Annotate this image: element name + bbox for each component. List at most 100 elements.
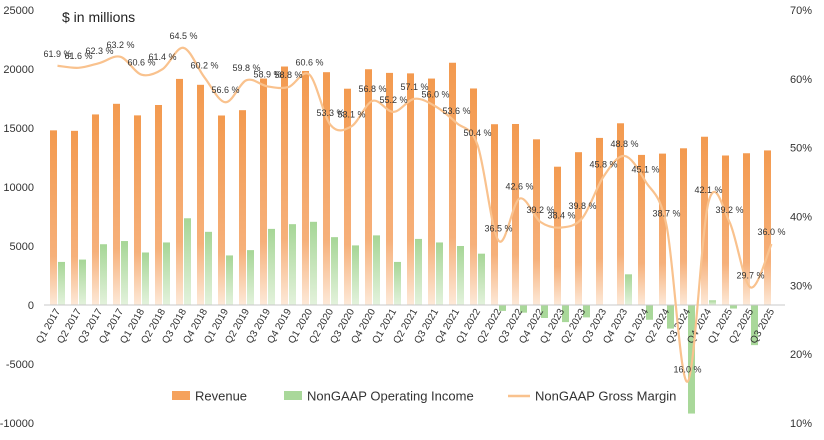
revenue-bar xyxy=(50,130,57,305)
operating-income-bar xyxy=(373,235,380,305)
operating-income-bar xyxy=(499,305,506,311)
revenue-bar xyxy=(92,114,99,306)
y-right-tick-label: 50% xyxy=(790,143,812,155)
gross-margin-data-label: 56.6 % xyxy=(211,85,239,95)
revenue-bar xyxy=(386,72,393,305)
gross-margin-data-label: 58.8 % xyxy=(274,70,302,80)
y-left-tick-label: 15000 xyxy=(3,123,34,135)
legend-revenue-label: Revenue xyxy=(195,389,247,404)
gross-margin-data-label: 60.2 % xyxy=(190,60,218,70)
revenue-bar xyxy=(659,153,666,305)
gross-margin-data-label: 53.6 % xyxy=(442,106,470,116)
legend-operating-income-label: NonGAAP Operating Income xyxy=(307,389,474,404)
revenue-bar xyxy=(302,71,309,305)
gross-margin-data-label: 29.7 % xyxy=(736,270,764,280)
operating-income-bar xyxy=(79,259,86,305)
operating-income-bar xyxy=(121,241,128,305)
operating-income-bar xyxy=(205,231,212,305)
gross-margin-data-label: 39.8 % xyxy=(568,201,596,211)
operating-income-bar xyxy=(310,221,317,305)
gross-margin-data-label: 53.3 % xyxy=(316,108,344,118)
gross-margin-data-label: 57.1 % xyxy=(400,82,428,92)
gross-margin-data-label: 60.6 % xyxy=(127,58,155,68)
y-left-tick-label: -10000 xyxy=(0,418,34,430)
revenue-bar xyxy=(428,78,435,305)
gross-margin-data-label: 58.9 % xyxy=(253,69,281,79)
gross-margin-data-label: 38.4 % xyxy=(547,211,575,221)
gross-margin-data-label: 61.9 % xyxy=(43,49,71,59)
gross-margin-data-label: 61.6 % xyxy=(64,51,92,61)
revenue-bar xyxy=(764,150,771,305)
y-left-tick-label: 25000 xyxy=(3,5,34,17)
revenue-bar xyxy=(743,153,750,305)
revenue-bar xyxy=(512,123,519,305)
operating-income-bar xyxy=(394,261,401,305)
revenue-bar xyxy=(113,103,120,305)
gross-margin-data-label: 62.3 % xyxy=(85,46,113,56)
operating-income-bar xyxy=(268,228,275,305)
chart-title: $ in millions xyxy=(62,9,135,25)
revenue-bar xyxy=(218,115,225,305)
revenue-bar xyxy=(134,115,141,306)
revenue-bar xyxy=(197,84,204,305)
gross-margin-data-label: 55.2 % xyxy=(379,95,407,105)
legend-revenue-swatch xyxy=(172,391,190,400)
operating-income-bar xyxy=(415,238,422,305)
operating-income-bar xyxy=(709,300,716,305)
operating-income-bar xyxy=(667,305,674,329)
gross-margin-data-label: 42.6 % xyxy=(505,182,533,192)
revenue-bar xyxy=(155,104,162,306)
revenue-bar xyxy=(323,72,330,305)
gross-margin-data-label: 50.4 % xyxy=(463,128,491,138)
operating-income-bar xyxy=(163,242,170,305)
revenue-bar xyxy=(575,152,582,305)
legend-gross-margin: NonGAAP Gross Margin xyxy=(508,389,676,404)
revenue-bar xyxy=(260,78,267,305)
legend-revenue: Revenue xyxy=(172,389,247,404)
revenue-bar xyxy=(176,78,183,305)
y-left-tick-label: 0 xyxy=(28,300,34,312)
operating-income-bar xyxy=(730,305,737,309)
operating-income-bar xyxy=(646,305,653,320)
operating-income-bar xyxy=(352,245,359,305)
revenue-bar xyxy=(407,73,414,305)
operating-income-bar xyxy=(436,242,443,305)
gross-margin-data-label: 56.0 % xyxy=(421,89,449,99)
operating-income-bar xyxy=(289,224,296,305)
operating-income-bar xyxy=(226,255,233,305)
gross-margin-data-label: 39.2 % xyxy=(715,205,743,215)
revenue-bar xyxy=(281,66,288,305)
revenue-bar xyxy=(470,88,477,305)
legend-operating-income-swatch xyxy=(284,391,302,400)
gross-margin-data-label: 45.8 % xyxy=(589,160,617,170)
gross-margin-data-label: 36.5 % xyxy=(484,224,512,234)
operating-income-bar xyxy=(541,305,548,318)
y-right-tick-label: 20% xyxy=(790,349,812,361)
gross-margin-data-label: 56.8 % xyxy=(358,84,386,94)
legend-gross-margin-label: NonGAAP Gross Margin xyxy=(535,389,676,404)
operating-income-bar xyxy=(520,305,527,313)
revenue-bar xyxy=(365,69,372,306)
revenue-bar xyxy=(239,110,246,305)
gross-margin-data-label: 48.8 % xyxy=(610,139,638,149)
gross-margin-data-label: 63.2 % xyxy=(106,40,134,50)
gross-margin-line xyxy=(57,46,773,383)
y-right-tick-label: 40% xyxy=(790,212,812,224)
y-left-tick-label: -5000 xyxy=(6,359,34,371)
operating-income-bar xyxy=(457,246,464,305)
operating-income-bar xyxy=(247,250,254,305)
revenue-bar xyxy=(722,155,729,305)
operating-income-bar xyxy=(478,253,485,305)
revenue-bar xyxy=(617,123,624,305)
y-right-tick-label: 30% xyxy=(790,280,812,292)
operating-income-bar xyxy=(625,274,632,305)
operating-income-bar xyxy=(184,218,191,305)
operating-income-bar xyxy=(562,305,569,323)
gross-margin-data-label: 36.0 % xyxy=(757,227,785,237)
operating-income-bar xyxy=(58,261,65,305)
gross-margin-data-label: 53.1 % xyxy=(337,109,365,119)
gross-margin-data-label: 59.8 % xyxy=(232,63,260,73)
gross-margin-data-label: 45.1 % xyxy=(631,164,659,174)
revenue-bar xyxy=(596,137,603,305)
